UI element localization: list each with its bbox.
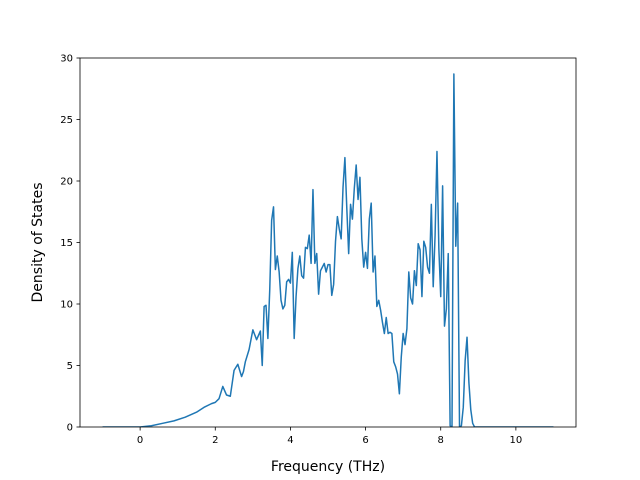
y-tick-label: 15 [60, 238, 73, 249]
x-tick-label: 4 [287, 435, 293, 446]
y-tick-label: 20 [60, 177, 73, 188]
axes-frame [79, 57, 577, 428]
x-tick-label: 8 [438, 435, 444, 446]
y-tick-label: 30 [60, 54, 73, 65]
y-tick-label: 10 [60, 300, 73, 311]
y-tick-label: 5 [67, 361, 73, 372]
dos-series-line [102, 73, 554, 427]
y-tick-label: 25 [60, 115, 73, 126]
y-axis-label: Density of States [30, 183, 46, 303]
x-tick-label: 10 [510, 435, 523, 446]
y-tick-label: 0 [67, 423, 73, 434]
plot-area [79, 57, 577, 428]
x-axis-label: Frequency (THz) [271, 459, 385, 475]
x-tick-label: 2 [212, 435, 218, 446]
x-axis: 0 2 4 6 8 10 [137, 427, 522, 446]
x-tick-label: 6 [362, 435, 368, 446]
x-tick-label: 0 [137, 435, 143, 446]
y-axis: 0 5 10 15 20 25 30 [60, 54, 80, 434]
